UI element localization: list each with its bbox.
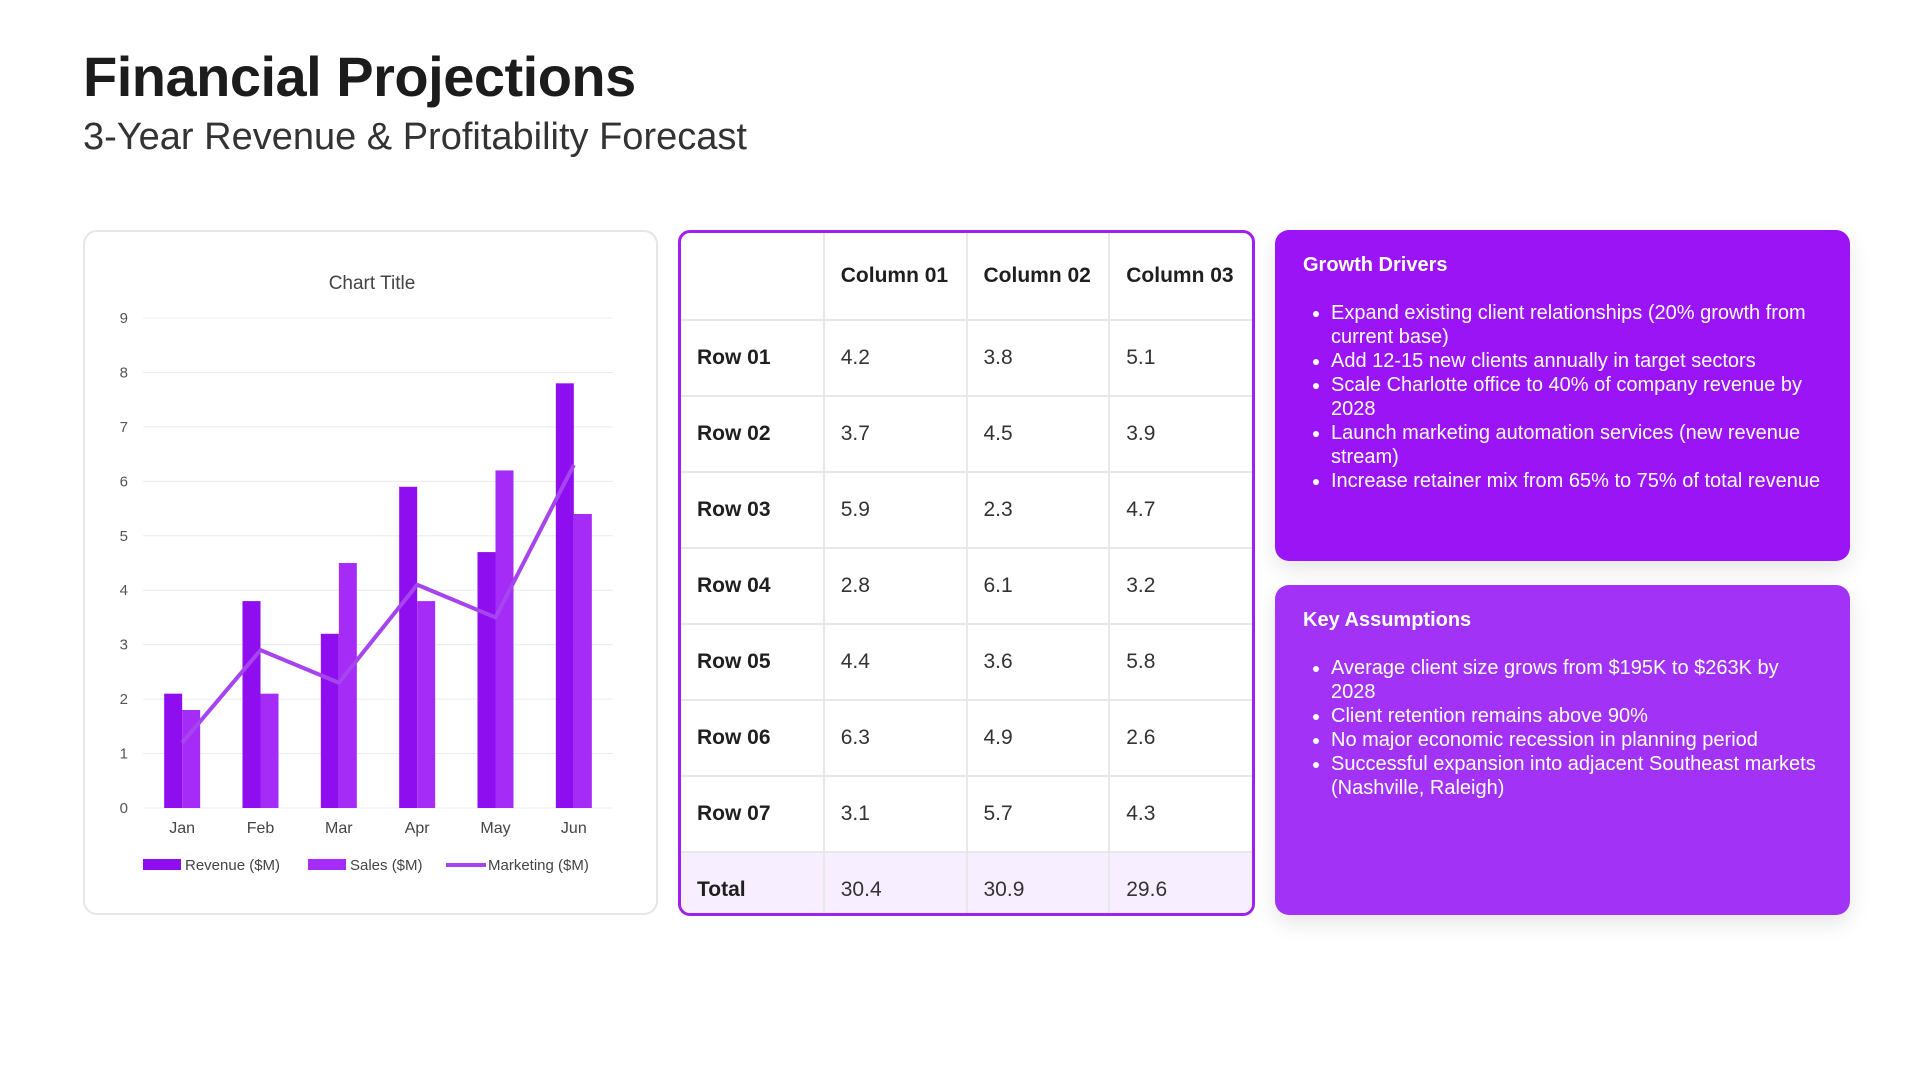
row-label: Row 03 (681, 472, 825, 549)
table-cell: 3.7 (823, 396, 968, 473)
bar-sales (338, 563, 357, 808)
y-tick-label: 9 (120, 310, 128, 327)
chart-title: Chart Title (329, 273, 416, 294)
y-tick-label: 0 (120, 800, 128, 817)
table-total-row: Total 30.4 30.9 29.6 (681, 852, 1252, 913)
table-row: Row 02 3.7 4.5 3.9 (681, 396, 1252, 473)
table-header-column-01: Column 01 (823, 233, 968, 321)
row-label: Row 02 (681, 396, 825, 473)
line-marketing (180, 464, 576, 744)
x-tick-label: Feb (247, 820, 275, 837)
table-cell: 4.5 (966, 396, 1111, 473)
legend-label: Revenue ($M) (185, 857, 280, 874)
list-item: Scale Charlotte office to 40% of company… (1331, 373, 1822, 421)
bar-line-chart: Chart Title 0 1 2 3 4 5 6 7 8 9 Jan Feb Mar Apr May Jun R… (120, 273, 613, 874)
table-cell: 5.7 (966, 776, 1111, 853)
bar-revenue (320, 633, 339, 808)
table-cell: 4.4 (823, 624, 968, 701)
page-subtitle: 3-Year Revenue & Profitability Forecast (83, 116, 747, 158)
growth-drivers-list: Expand existing client relationships (20… (1303, 301, 1822, 493)
legend-label: Sales ($M) (350, 857, 423, 874)
page-title: Financial Projections (83, 45, 636, 108)
y-tick-label: 3 (120, 637, 128, 654)
table-cell: 5.8 (1109, 624, 1252, 701)
list-item: Average client size grows from $195K to … (1331, 656, 1822, 704)
row-label: Row 07 (681, 776, 825, 853)
bar-revenue (477, 552, 496, 808)
table-row: Row 06 6.3 4.9 2.6 (681, 700, 1252, 777)
table-cell: 3.6 (966, 624, 1111, 701)
table-row: Row 05 4.4 3.6 5.8 (681, 624, 1252, 701)
table-cell: 2.3 (966, 472, 1111, 549)
chart-card: Chart Title 0 1 2 3 4 5 6 7 8 9 Jan Feb Mar Apr May Jun R… (83, 230, 658, 915)
list-item: Launch marketing automation services (ne… (1331, 421, 1822, 469)
table-cell: 3.2 (1109, 548, 1252, 625)
table-row: Row 04 2.8 6.1 3.2 (681, 548, 1252, 625)
total-cell: 30.4 (823, 852, 968, 913)
table-header-column-02: Column 02 (966, 233, 1111, 321)
table-header-corner (681, 233, 825, 321)
y-tick-label: 7 (120, 419, 128, 436)
legend-label: Marketing ($M) (488, 857, 589, 874)
list-item: Expand existing client relationships (20… (1331, 301, 1822, 349)
key-assumptions-list: Average client size grows from $195K to … (1303, 656, 1822, 800)
table-cell: 4.7 (1109, 472, 1252, 549)
y-tick-label: 1 (120, 746, 128, 763)
table-cell: 6.3 (823, 700, 968, 777)
table-header-column-03: Column 03 (1109, 233, 1252, 321)
bar-revenue (164, 693, 183, 808)
list-item: No major economic recession in planning … (1331, 728, 1822, 752)
row-label: Row 05 (681, 624, 825, 701)
x-tick-label: Mar (325, 820, 353, 837)
y-tick-label: 6 (120, 473, 128, 490)
bar-revenue (399, 486, 418, 808)
table-cell: 4.9 (966, 700, 1111, 777)
list-item: Increase retainer mix from 65% to 75% of… (1331, 469, 1822, 493)
data-table: Column 01 Column 02 Column 03 Row 01 4.2… (681, 233, 1252, 913)
table-cell: 5.9 (823, 472, 968, 549)
table-row: Row 07 3.1 5.7 4.3 (681, 776, 1252, 853)
total-cell: 30.9 (966, 852, 1111, 913)
table-cell: 2.8 (823, 548, 968, 625)
list-item: Client retention remains above 90% (1331, 704, 1822, 728)
y-tick-label: 2 (120, 691, 128, 708)
x-tick-label: Jan (169, 820, 195, 837)
x-tick-label: Jun (561, 820, 587, 837)
x-tick-label: Apr (405, 820, 431, 837)
table-row: Row 01 4.2 3.8 5.1 (681, 320, 1252, 397)
key-assumptions-title: Key Assumptions (1303, 609, 1472, 631)
table-cell: 5.1 (1109, 320, 1252, 397)
x-tick-label: May (480, 820, 510, 837)
table-cell: 2.6 (1109, 700, 1252, 777)
key-assumptions-card: Key Assumptions Average client size grow… (1275, 585, 1850, 915)
row-label: Row 01 (681, 320, 825, 397)
bar-sales (573, 514, 592, 808)
row-label: Row 06 (681, 700, 825, 777)
bar-revenue (242, 601, 261, 808)
table-cell: 3.1 (823, 776, 968, 853)
row-label: Row 04 (681, 548, 825, 625)
y-tick-label: 4 (120, 582, 128, 599)
bar-sales (260, 693, 279, 808)
total-label: Total (681, 852, 825, 913)
table-cell: 3.9 (1109, 396, 1252, 473)
table-cell: 4.2 (823, 320, 968, 397)
growth-drivers-card: Growth Drivers Expand existing client re… (1275, 230, 1850, 561)
data-table-card: Column 01 Column 02 Column 03 Row 01 4.2… (678, 230, 1255, 916)
table-cell: 6.1 (966, 548, 1111, 625)
growth-drivers-title: Growth Drivers (1303, 254, 1448, 276)
bar-sales (417, 601, 436, 808)
table-row: Row 03 5.9 2.3 4.7 (681, 472, 1252, 549)
table-cell: 4.3 (1109, 776, 1252, 853)
legend-swatch (308, 859, 346, 870)
list-item: Add 12-15 new clients annually in target… (1331, 349, 1822, 373)
y-tick-label: 5 (120, 528, 128, 545)
legend-swatch (143, 859, 181, 870)
bar-sales (495, 470, 514, 808)
list-item: Successful expansion into adjacent South… (1331, 752, 1822, 800)
bar-revenue (555, 383, 574, 808)
total-cell: 29.6 (1109, 852, 1252, 913)
y-tick-label: 8 (120, 364, 128, 381)
table-cell: 3.8 (966, 320, 1111, 397)
